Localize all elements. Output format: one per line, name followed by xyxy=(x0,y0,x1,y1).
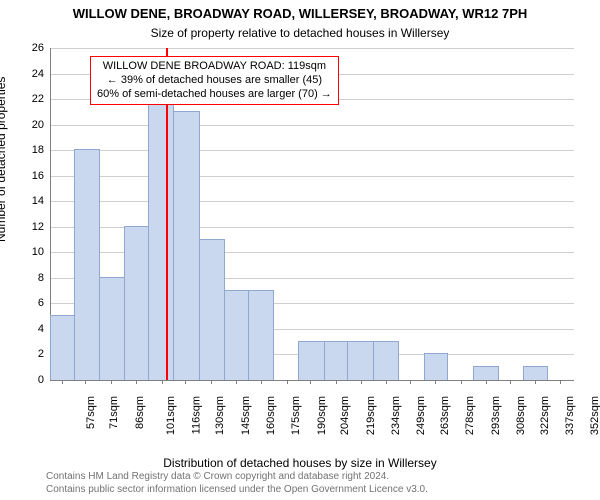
x-tick-label: 322sqm xyxy=(539,396,551,435)
chart-title: WILLOW DENE, BROADWAY ROAD, WILLERSEY, B… xyxy=(0,6,600,21)
x-tick xyxy=(261,380,262,384)
histogram-bar xyxy=(324,341,349,380)
footer-line-2: Contains public sector information licen… xyxy=(46,484,428,497)
histogram-bar xyxy=(373,341,399,380)
x-tick-label: 101sqm xyxy=(165,396,177,435)
x-tick-label: 308sqm xyxy=(515,396,527,435)
annotation-line: 60% of semi-detached houses are larger (… xyxy=(97,88,332,102)
y-tick-label: 16 xyxy=(16,170,44,182)
y-axis-title: Number of detached properties xyxy=(0,77,8,242)
x-tick xyxy=(535,380,536,384)
y-tick-label: 26 xyxy=(16,42,44,54)
x-tick-label: 234sqm xyxy=(390,396,402,435)
x-tick-label: 278sqm xyxy=(465,396,477,435)
plot-area: 0246810121416182022242657sqm71sqm86sqm10… xyxy=(50,48,574,380)
x-tick-label: 337sqm xyxy=(564,396,576,435)
gridline xyxy=(50,48,574,49)
chart-subtitle: Size of property relative to detached ho… xyxy=(0,26,600,40)
x-tick-label: 204sqm xyxy=(339,396,351,435)
histogram-bar xyxy=(99,277,125,380)
x-tick-label: 71sqm xyxy=(109,396,121,429)
x-tick xyxy=(435,380,436,384)
x-tick xyxy=(236,380,237,384)
x-tick xyxy=(111,380,112,384)
x-tick-label: 160sqm xyxy=(265,396,277,435)
y-tick-label: 0 xyxy=(16,374,44,386)
x-tick xyxy=(560,380,561,384)
x-tick xyxy=(461,380,462,384)
x-tick-label: 249sqm xyxy=(416,396,428,435)
y-tick-label: 24 xyxy=(16,68,44,80)
x-tick xyxy=(336,380,337,384)
x-tick xyxy=(361,380,362,384)
x-tick xyxy=(486,380,487,384)
x-tick-label: 352sqm xyxy=(590,396,600,435)
annotation-box: WILLOW DENE BROADWAY ROAD: 119sqm← 39% o… xyxy=(90,56,339,105)
annotation-line: ← 39% of detached houses are smaller (45… xyxy=(97,74,332,88)
x-tick xyxy=(136,380,137,384)
histogram-bar xyxy=(74,149,100,380)
histogram-bar xyxy=(148,73,174,380)
y-tick-label: 14 xyxy=(16,195,44,207)
x-tick-label: 175sqm xyxy=(290,396,302,435)
x-tick-label: 130sqm xyxy=(214,396,226,435)
histogram-bar xyxy=(473,366,499,380)
histogram-bar xyxy=(523,366,548,380)
histogram-bar xyxy=(50,315,75,380)
x-tick xyxy=(386,380,387,384)
x-tick xyxy=(62,380,63,384)
y-tick-label: 12 xyxy=(16,221,44,233)
gridline xyxy=(50,201,574,202)
x-tick-label: 263sqm xyxy=(439,396,451,435)
histogram-bar xyxy=(199,239,225,380)
x-axis-title: Distribution of detached houses by size … xyxy=(0,456,600,470)
y-tick-label: 18 xyxy=(16,144,44,156)
x-tick xyxy=(162,380,163,384)
y-tick-label: 6 xyxy=(16,297,44,309)
x-tick-label: 293sqm xyxy=(490,396,502,435)
y-tick-label: 20 xyxy=(16,119,44,131)
x-tick xyxy=(185,380,186,384)
gridline xyxy=(50,125,574,126)
x-tick-label: 116sqm xyxy=(190,396,202,434)
x-tick xyxy=(211,380,212,384)
x-tick xyxy=(287,380,288,384)
chart-footer: Contains HM Land Registry data © Crown c… xyxy=(46,471,428,496)
y-tick-label: 10 xyxy=(16,246,44,258)
y-tick-label: 22 xyxy=(16,93,44,105)
x-tick-label: 86sqm xyxy=(134,396,146,429)
gridline xyxy=(50,150,574,151)
histogram-bar xyxy=(224,290,249,380)
x-tick-label: 145sqm xyxy=(240,396,252,435)
y-tick-label: 4 xyxy=(16,323,44,335)
x-tick xyxy=(410,380,411,384)
x-tick xyxy=(310,380,311,384)
annotation-line: WILLOW DENE BROADWAY ROAD: 119sqm xyxy=(97,60,332,74)
x-tick-label: 190sqm xyxy=(316,396,328,435)
histogram-chart: WILLOW DENE, BROADWAY ROAD, WILLERSEY, B… xyxy=(0,0,600,500)
histogram-bar xyxy=(424,353,449,380)
x-tick xyxy=(510,380,511,384)
histogram-bar xyxy=(248,290,274,380)
footer-line-1: Contains HM Land Registry data © Crown c… xyxy=(46,471,428,484)
gridline xyxy=(50,176,574,177)
x-tick-label: 57sqm xyxy=(85,396,97,429)
histogram-bar xyxy=(298,341,324,380)
x-axis-line xyxy=(50,380,574,381)
y-tick-label: 2 xyxy=(16,348,44,360)
histogram-bar xyxy=(347,341,373,380)
x-tick xyxy=(85,380,86,384)
y-tick-label: 8 xyxy=(16,272,44,284)
histogram-bar xyxy=(173,111,199,380)
x-tick-label: 219sqm xyxy=(365,396,377,435)
histogram-bar xyxy=(124,226,149,380)
